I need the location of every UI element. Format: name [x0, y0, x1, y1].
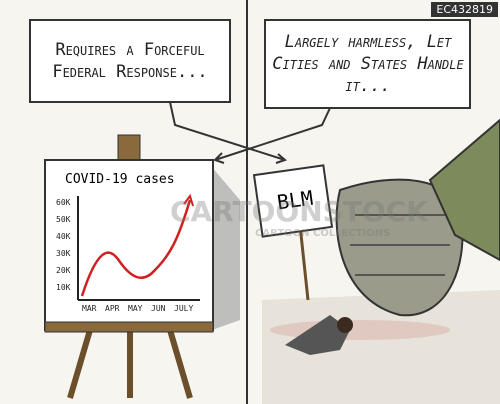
caption-box — [29, 19, 231, 103]
y-label: 40K — [56, 232, 71, 241]
watermark-sub: CARTOON COLLECTIONS — [255, 228, 391, 239]
y-label: 30K — [56, 249, 71, 258]
person-head — [337, 317, 353, 333]
watermark: CARTOONSTOCK — [170, 195, 428, 228]
x-label: MAY — [128, 304, 143, 313]
camo-sleeve — [428, 118, 500, 262]
person — [285, 315, 350, 355]
shadow — [210, 165, 240, 330]
fingers — [350, 214, 450, 276]
sign-pole — [298, 224, 310, 301]
arrow — [169, 101, 286, 161]
ground — [262, 290, 500, 404]
caption-box — [264, 19, 471, 109]
curve-arrow — [183, 193, 194, 207]
arrow — [214, 107, 331, 161]
right-caption: Largely harmless, Let Cities and States … — [272, 32, 464, 96]
chart-board — [44, 159, 214, 331]
y-label: 50K — [56, 215, 71, 224]
left-caption: Requires a Forceful Federal Response... — [52, 40, 208, 82]
case-curve — [80, 199, 192, 297]
fist — [335, 178, 464, 317]
arrow-head — [275, 153, 287, 164]
x-label: APR — [105, 304, 120, 313]
easel-ledge — [44, 321, 214, 333]
easel-top — [117, 134, 141, 164]
sign — [252, 164, 334, 238]
id-tag: EC432819 — [431, 2, 498, 17]
x-label: JUN — [151, 304, 166, 313]
y-label: 60K — [56, 198, 71, 207]
arrow-head — [213, 152, 225, 164]
chart-title: COVID-19 cases — [65, 172, 175, 187]
y-label: 10K — [56, 283, 71, 292]
x-label: JULY — [174, 304, 194, 313]
y-label: 20K — [56, 266, 71, 275]
easel-legs — [67, 329, 193, 399]
x-label: MAR — [82, 304, 97, 313]
